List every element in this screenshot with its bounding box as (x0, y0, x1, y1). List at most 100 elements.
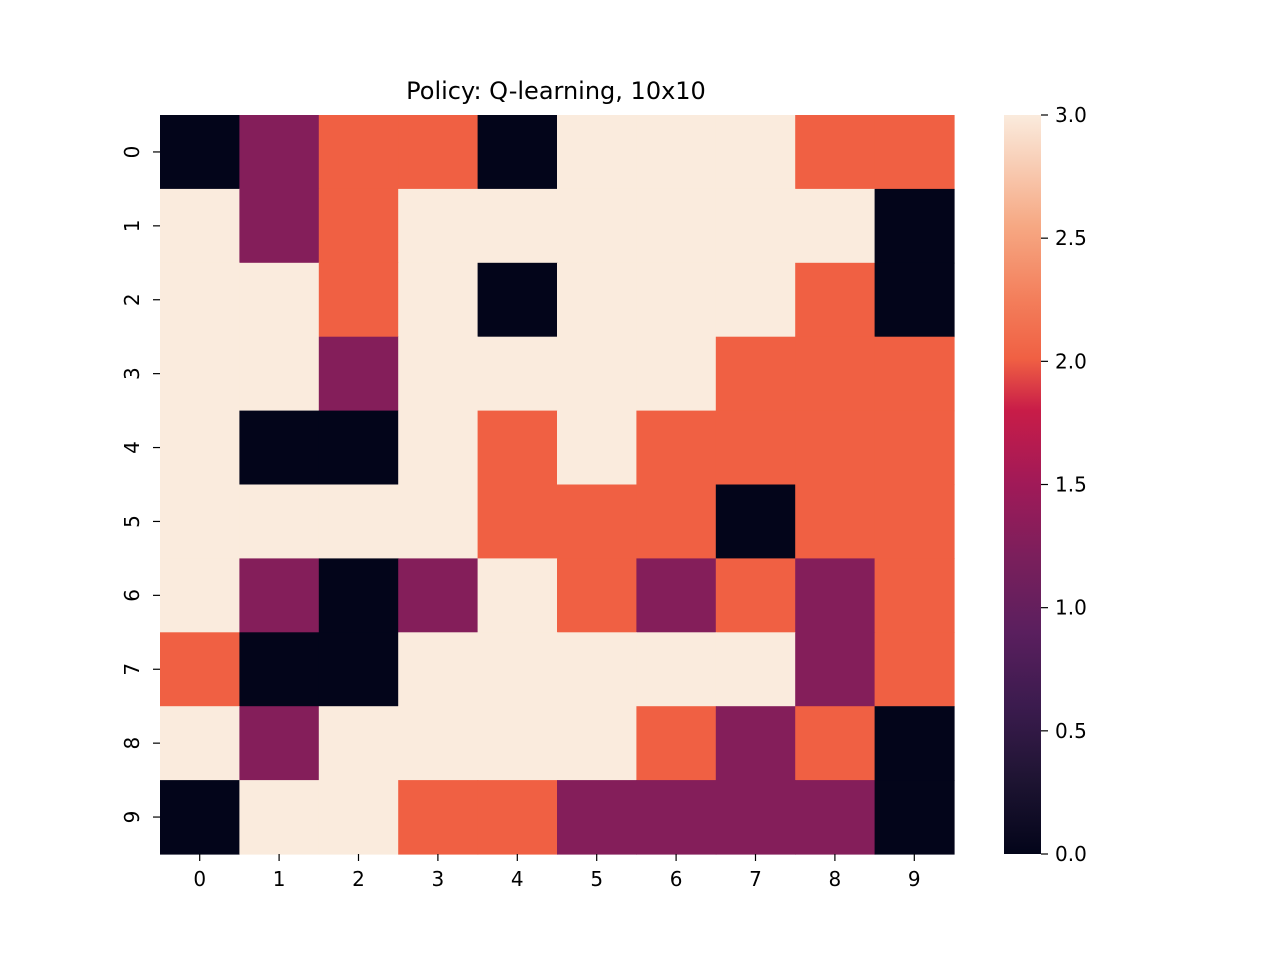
heatmap-cell (160, 632, 240, 707)
heatmap-cell (557, 188, 637, 264)
heatmap-cell (557, 262, 637, 338)
heatmap-cell (477, 188, 558, 264)
y-tick-label: 6 (120, 589, 144, 602)
heatmap-cell (557, 115, 637, 190)
heatmap-cell (239, 706, 320, 781)
colorbar-tick-label: 3.0 (1055, 103, 1087, 127)
heatmap-cell (318, 780, 399, 855)
heatmap-cell (239, 410, 320, 486)
heatmap-cell (795, 558, 876, 633)
heatmap-cell (795, 780, 876, 855)
heatmap-cell (398, 706, 479, 781)
y-axis: 0 1 2 3 4 5 6 7 8 9 (120, 146, 160, 824)
heatmap-cell (557, 558, 637, 633)
colorbar-tick-label: 2.5 (1055, 226, 1087, 250)
heatmap-cell (715, 780, 796, 855)
heatmap-cell (239, 780, 320, 855)
x-tick-label: 1 (273, 867, 286, 891)
chart-title: Policy: Q-learning, 10x10 (406, 77, 706, 105)
heatmap-cell (715, 410, 796, 486)
heatmap-cell (398, 632, 479, 707)
heatmap-cell (239, 558, 320, 633)
x-tick-label: 6 (670, 867, 683, 891)
x-tick-label: 4 (511, 867, 524, 891)
heatmap-cell (636, 558, 717, 633)
heatmap-cell (874, 262, 955, 338)
y-tick-label: 4 (120, 441, 144, 454)
heatmap-cell (874, 115, 955, 190)
colorbar-tick-label: 1.0 (1055, 596, 1087, 620)
heatmap-cell (795, 632, 876, 707)
x-tick-label: 5 (590, 867, 603, 891)
heatmap-cell (715, 484, 796, 559)
heatmap-cell (477, 484, 558, 559)
heatmap-cell (557, 632, 637, 707)
colorbar-tick-label: 1.5 (1055, 473, 1087, 497)
heatmap-cell (398, 188, 479, 264)
heatmap-cell (795, 484, 876, 559)
heatmap-cell (557, 780, 637, 855)
heatmap-cell (715, 336, 796, 412)
heatmap-cell (636, 484, 717, 559)
y-tick-label: 9 (120, 811, 144, 824)
heatmap-cell (715, 188, 796, 264)
heatmap-cell (636, 262, 717, 338)
colorbar-axis: 0.0 0.5 1.0 1.5 2.0 2.5 3.0 (1041, 103, 1087, 866)
colorbar (1004, 115, 1041, 854)
heatmap-cell (557, 484, 637, 559)
heatmap-cell (636, 336, 717, 412)
y-tick-label: 2 (120, 293, 144, 306)
heatmap-cell (477, 262, 558, 338)
colorbar-tick-label: 0.5 (1055, 719, 1087, 743)
heatmap-cell (874, 706, 955, 781)
heatmap-cell (557, 706, 637, 781)
x-tick-label: 2 (352, 867, 365, 891)
heatmap-cell (160, 558, 240, 633)
heatmap-cell (318, 558, 399, 633)
heatmap-cell (636, 188, 717, 264)
y-tick-label: 8 (120, 737, 144, 750)
heatmap-cell (874, 780, 955, 855)
heatmap-cell (715, 262, 796, 338)
heatmap-cell (160, 262, 240, 338)
heatmap-cell (874, 632, 955, 707)
heatmap-cell (795, 706, 876, 781)
colorbar-tick-label: 2.0 (1055, 349, 1087, 373)
x-tick-label: 3 (432, 867, 445, 891)
heatmap-cell (160, 484, 240, 559)
heatmap-cell (398, 262, 479, 338)
heatmap-cell (874, 558, 955, 633)
y-tick-label: 7 (120, 663, 144, 676)
heatmap-cell (318, 115, 399, 190)
heatmap-cell (557, 410, 637, 486)
heatmap-cell (398, 558, 479, 633)
heatmap-cell (557, 336, 637, 412)
heatmap-cell (239, 336, 320, 412)
heatmap-cell (795, 336, 876, 412)
y-tick-label: 0 (120, 146, 144, 159)
heatmap-cell (715, 115, 796, 190)
heatmap-cell (318, 484, 399, 559)
heatmap-cell (398, 115, 479, 190)
heatmap-cell (160, 780, 240, 855)
heatmap-cell (398, 484, 479, 559)
heatmap-cell (636, 632, 717, 707)
heatmap-cell (715, 558, 796, 633)
x-tick-label: 8 (829, 867, 842, 891)
x-axis: 0 1 2 3 4 5 6 7 8 9 (193, 854, 921, 891)
heatmap-cell (477, 410, 558, 486)
heatmap-cell (239, 484, 320, 559)
heatmap-cell (239, 632, 320, 707)
x-tick-label: 0 (193, 867, 206, 891)
y-tick-label: 3 (120, 367, 144, 380)
heatmap-cell (636, 706, 717, 781)
heatmap-cell (477, 115, 558, 190)
heatmap-cell (874, 188, 955, 264)
heatmap-cell (715, 632, 796, 707)
heatmap-cell (160, 706, 240, 781)
heatmap-cell (874, 410, 955, 486)
heatmap-cell (398, 410, 479, 486)
heatmap-cell (318, 188, 399, 264)
heatmap-cell (318, 336, 399, 412)
